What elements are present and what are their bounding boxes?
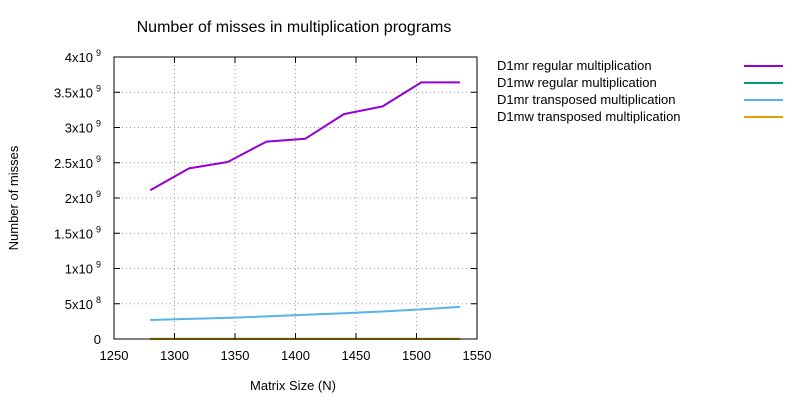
legend-label: D1mw regular multiplication: [497, 75, 657, 90]
x-tick-label: 1450: [342, 348, 371, 363]
x-tick-label: 1500: [402, 348, 431, 363]
legend-label: D1mr regular multiplication: [497, 58, 652, 73]
y-tick-label: 2x10 9: [65, 189, 101, 206]
x-tick-label: 1400: [281, 348, 310, 363]
x-tick-label: 1250: [100, 348, 129, 363]
x-tick-label: 1550: [463, 348, 492, 363]
legend-label: D1mw transposed multiplication: [497, 109, 681, 124]
x-tick-label: 1350: [221, 348, 250, 363]
y-tick-label: 4x10 9: [65, 48, 101, 65]
y-tick-label: 2.5x10 9: [54, 154, 101, 171]
y-axis-ticks: 0 5x10 8 1x10 9 1.5x10 9 2x10 9 2.5x10 9 3x10 9 3.5x1…: [54, 48, 477, 347]
series-line: [150, 305, 461, 321]
legend: D1mr regular multiplication D1mw regular …: [497, 58, 783, 124]
series-lines: [149, 81, 461, 340]
y-tick-label: 3x10 9: [65, 119, 101, 136]
x-axis-label: Matrix Size (N): [250, 378, 336, 393]
chart-title: Number of misses in multiplication progr…: [137, 19, 452, 36]
grid: [114, 57, 477, 339]
y-tick-label: 3.5x10 9: [54, 83, 101, 100]
y-tick-label: 1.5x10 9: [54, 224, 101, 241]
legend-label: D1mr transposed multiplication: [497, 92, 675, 107]
y-tick-label: 1x10 9: [65, 260, 101, 277]
y-tick-label: 0: [94, 332, 101, 347]
x-tick-label: 1300: [160, 348, 189, 363]
x-axis-ticks: 1250 1300 1350 1400 1450 1500 1550: [100, 57, 492, 363]
series-line: [149, 81, 461, 192]
y-tick-label: 5x10 8: [65, 295, 101, 312]
y-axis-label: Number of misses: [6, 145, 21, 250]
